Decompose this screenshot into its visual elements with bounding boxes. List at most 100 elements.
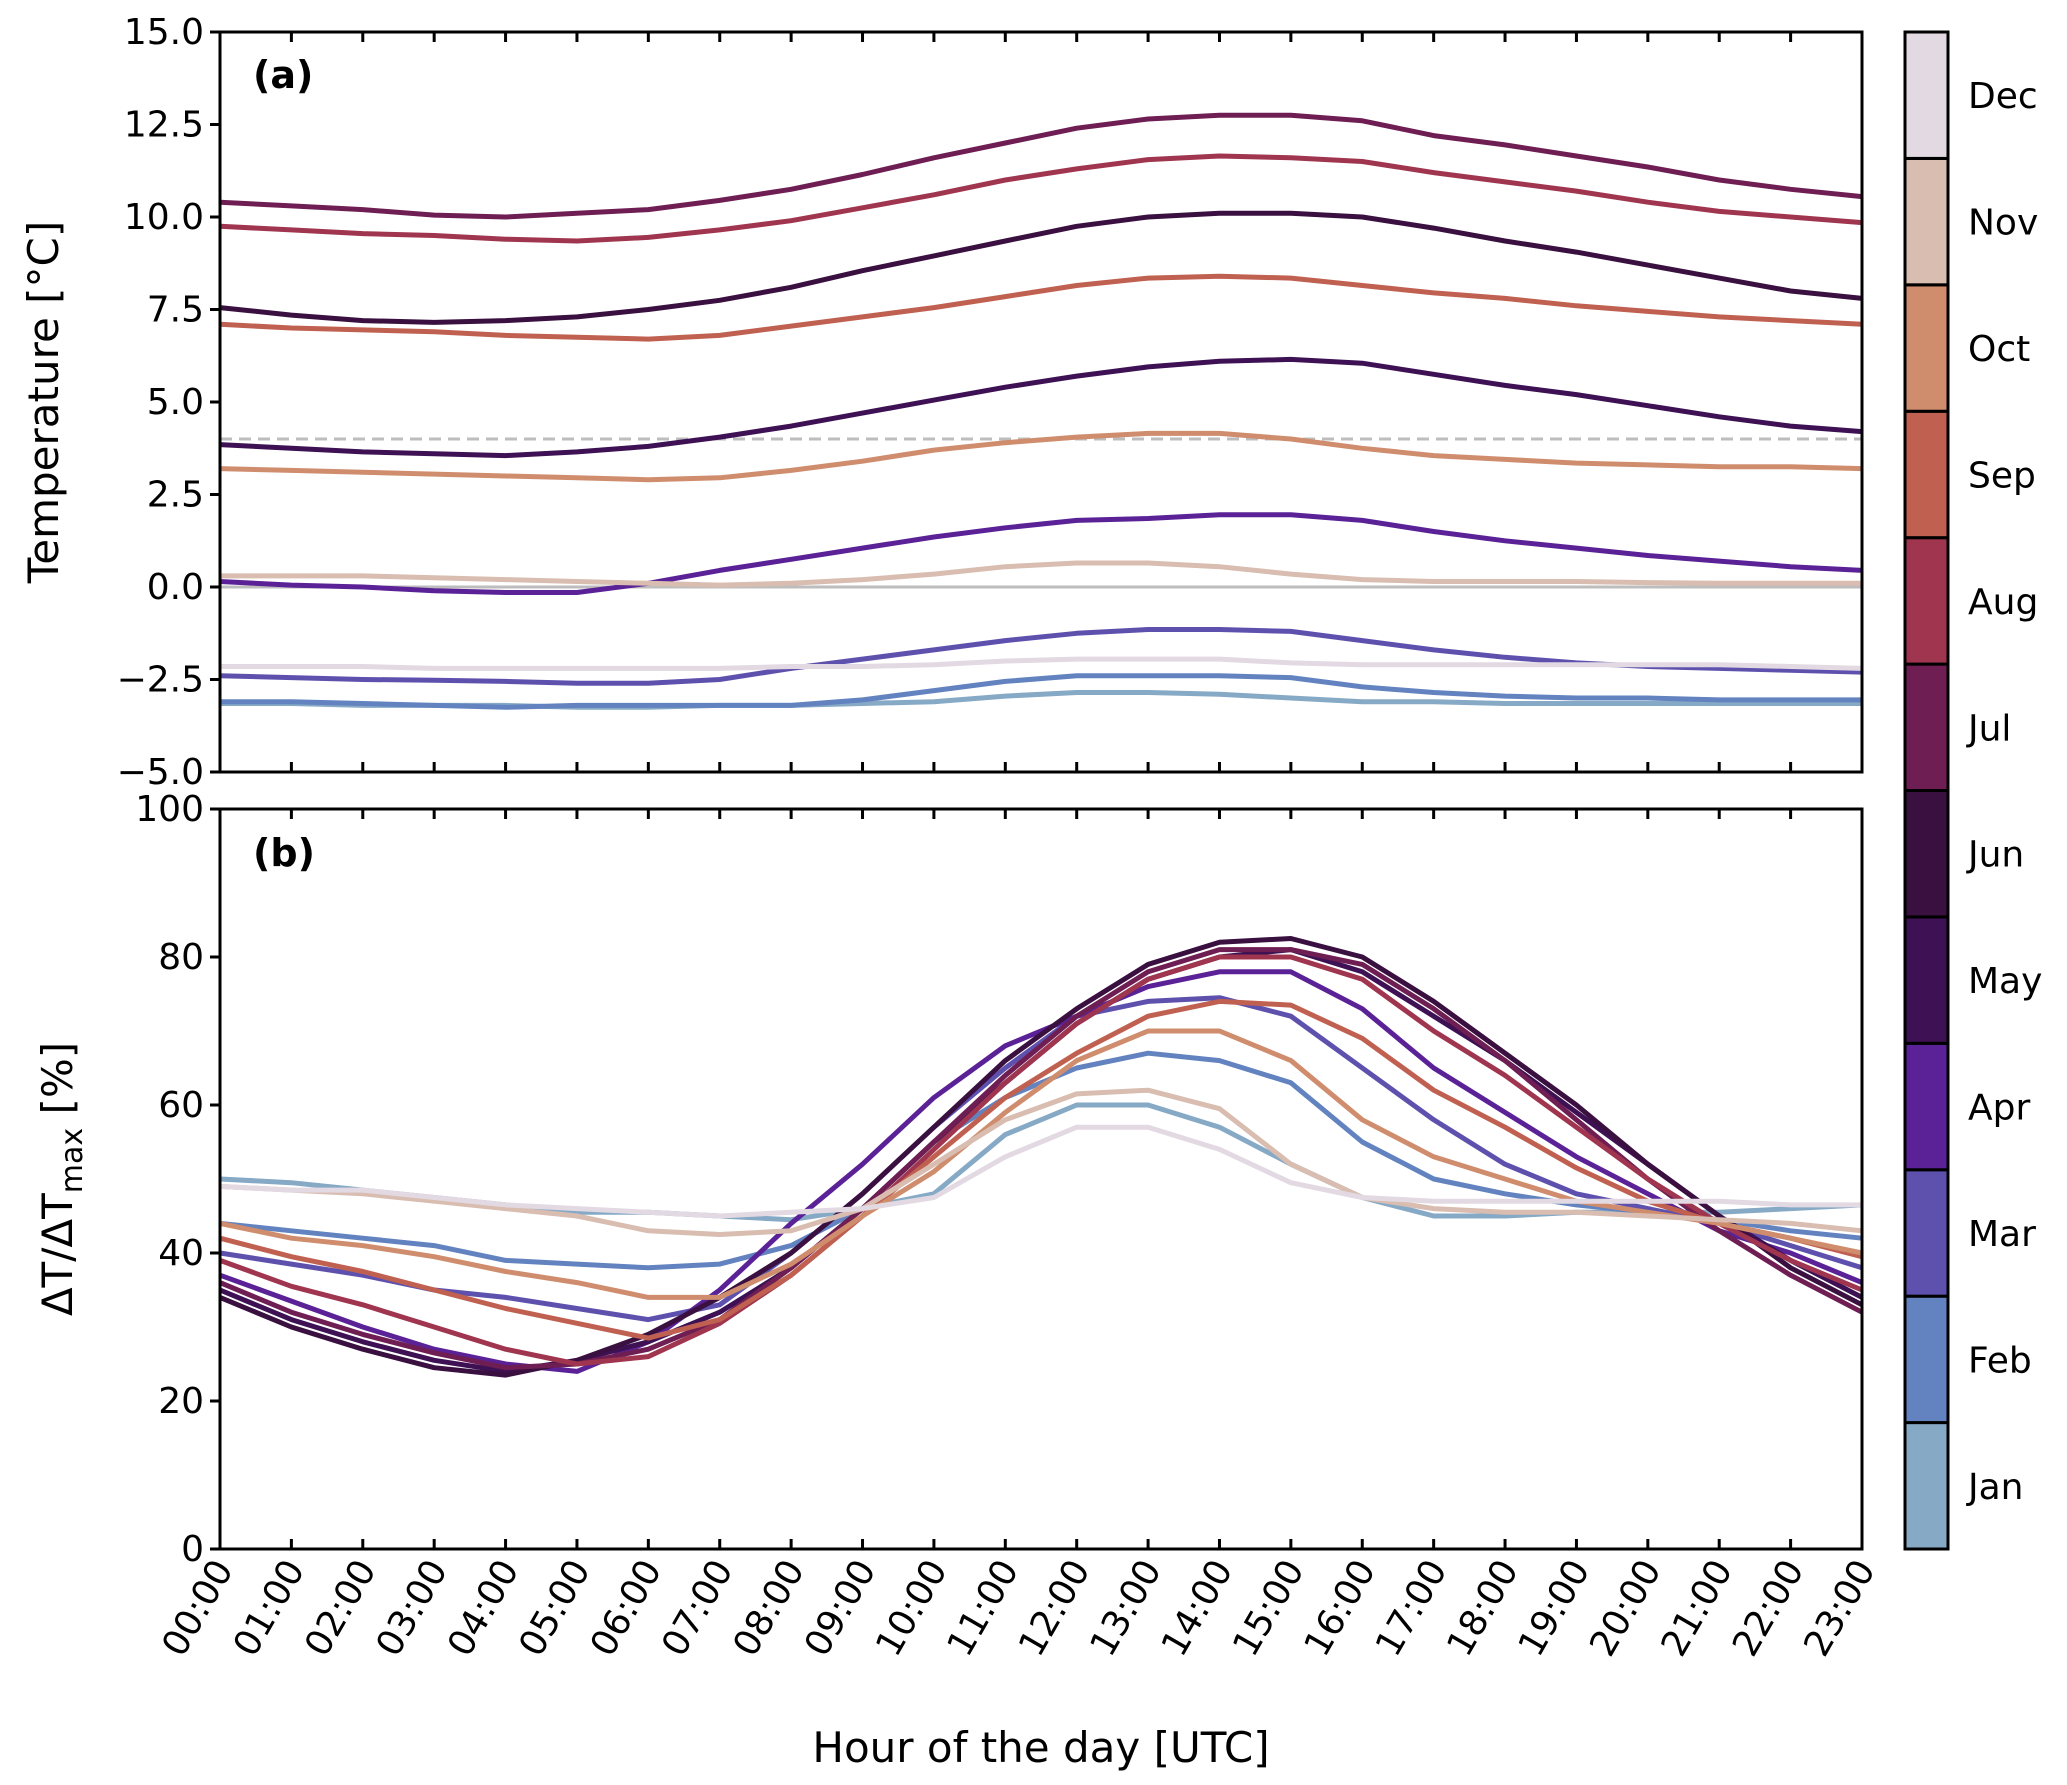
y-tick-label: 15.0 xyxy=(124,12,204,53)
series-line-dec xyxy=(219,1124,1862,1219)
colorbar-label-mar: Mar xyxy=(1968,1214,2036,1255)
series-line-jun xyxy=(219,936,1864,1378)
panel-b-frame xyxy=(218,807,1864,1551)
x-tick-label: 17:00 xyxy=(1368,1553,1455,1663)
colorbar-legend: Jan Feb Mar Apr May Jun Jul Aug Sep Oct Nov Dec xyxy=(1903,30,2042,1551)
panel-a-y-axis-title: Temperature [°C] xyxy=(19,221,68,585)
colorbar-label-nov: Nov xyxy=(1968,203,2038,244)
panel-a-label: (a) xyxy=(253,53,313,97)
colorbar-label-may: May xyxy=(1968,961,2042,1002)
y-tick-label: 2.5 xyxy=(147,475,204,516)
y-tick-label: 60 xyxy=(158,1085,204,1126)
x-tick-label: 10:00 xyxy=(868,1553,955,1663)
series-line-may xyxy=(219,356,1863,459)
series-line-nov xyxy=(220,560,1862,588)
colorbar-label-apr: Apr xyxy=(1968,1088,2030,1129)
x-tick-label: 03:00 xyxy=(369,1553,456,1663)
series-line-jul xyxy=(219,112,1863,220)
x-tick-label: 23:00 xyxy=(1796,1553,1883,1663)
series-line-apr xyxy=(219,512,1863,595)
x-tick-label: 20:00 xyxy=(1582,1553,1669,1663)
series-line-oct xyxy=(219,1028,1863,1300)
series-line-mar xyxy=(219,627,1863,686)
y-tick-label: 40 xyxy=(158,1233,204,1274)
y-tick-label: 10.0 xyxy=(124,197,204,238)
colorbar-swatch-sep xyxy=(1903,409,1950,540)
colorbar-label-jul: Jul xyxy=(1966,708,2011,749)
x-tick-label: 11:00 xyxy=(940,1553,1027,1663)
panel-b-series-lines xyxy=(219,936,1864,1378)
series-line-jul xyxy=(219,947,1864,1371)
colorbar-swatch-nov xyxy=(1903,156,1950,287)
panel-b-normalized: 0 20 40 60 80 100 00:0001:0002:0003:0004:0005… xyxy=(33,789,1884,1772)
x-tick-label: 05:00 xyxy=(511,1553,598,1663)
colorbar-label-feb: Feb xyxy=(1968,1340,2032,1381)
colorbar-swatch-mar xyxy=(1903,1168,1950,1298)
y-tick-label: 80 xyxy=(158,937,204,978)
x-tick-label: 09:00 xyxy=(797,1553,884,1663)
colorbar-swatch-may xyxy=(1903,915,1950,1045)
colorbar-swatch-jan xyxy=(1903,1421,1950,1551)
x-tick-label: 07:00 xyxy=(654,1553,741,1663)
colorbar-swatch-jun xyxy=(1903,789,1950,919)
colorbar-swatch-apr xyxy=(1903,1041,1950,1172)
panel-b-ylabel-sub: max xyxy=(55,1128,90,1193)
x-tick-label: 16:00 xyxy=(1297,1553,1384,1663)
colorbar-swatch-oct xyxy=(1903,283,1950,413)
series-line-feb xyxy=(220,673,1862,710)
colorbar-label-sep: Sep xyxy=(1968,455,2036,496)
series-line-apr xyxy=(219,969,1863,1374)
colorbar-swatch-aug xyxy=(1903,536,1950,666)
x-tick-label: 19:00 xyxy=(1511,1553,1598,1663)
series-line-nov xyxy=(219,1087,1863,1237)
panel-a-x-ticks xyxy=(218,32,1864,772)
panel-b-ylabel-suffix: [%] xyxy=(33,1042,82,1128)
y-tick-label: 12.5 xyxy=(124,105,204,146)
y-tick-label: 7.5 xyxy=(147,290,204,331)
colorbar-label-dec: Dec xyxy=(1968,76,2038,117)
series-line-jun xyxy=(219,210,1863,325)
x-tick-label: 08:00 xyxy=(726,1553,813,1663)
series-line-dec xyxy=(220,656,1863,671)
x-tick-label: 12:00 xyxy=(1011,1553,1098,1663)
series-line-oct xyxy=(219,430,1863,483)
panel-b-x-ticks: 00:0001:0002:0003:0004:0005:0006:0007:00… xyxy=(154,809,1884,1663)
x-tick-label: 06:00 xyxy=(583,1553,670,1663)
y-tick-label: 5.0 xyxy=(147,382,204,423)
colorbar-swatch-dec xyxy=(1903,30,1950,160)
colorbar-label-aug: Aug xyxy=(1968,582,2038,623)
x-tick-label: 14:00 xyxy=(1154,1553,1241,1663)
x-tick-label: 15:00 xyxy=(1225,1553,1312,1663)
panel-b-y-axis-title: ΔT/ΔTmax [%] xyxy=(33,1042,90,1316)
panel-b-label: (b) xyxy=(253,831,315,875)
panel-b-ylabel-main: ΔT/ΔT xyxy=(33,1193,82,1316)
x-tick-label: 13:00 xyxy=(1082,1553,1169,1663)
y-tick-label: 0.0 xyxy=(147,567,204,608)
colorbar-swatch-feb xyxy=(1903,1294,1950,1425)
x-tick-label: 00:00 xyxy=(154,1553,241,1663)
series-line-mar xyxy=(219,995,1863,1323)
series-line-feb xyxy=(219,1050,1863,1271)
x-tick-label: 04:00 xyxy=(440,1553,527,1663)
x-tick-label: 02:00 xyxy=(297,1553,384,1663)
series-line-sep xyxy=(219,273,1863,342)
x-tick-label: 22:00 xyxy=(1725,1553,1812,1663)
x-axis-title: Hour of the day [UTC] xyxy=(812,1723,1269,1772)
colorbar-label-oct: Oct xyxy=(1968,329,2030,370)
panel-a-temperature: −5.0 −2.5 0.0 2.5 5.0 7.5 10.0 12.5 15.0 (a) Tem… xyxy=(19,12,1864,793)
series-line-aug xyxy=(219,153,1863,244)
x-tick-label: 21:00 xyxy=(1654,1553,1741,1663)
series-line-aug xyxy=(219,954,1863,1367)
y-tick-label: −2.5 xyxy=(117,660,204,701)
panel-a-y-ticks: −5.0 −2.5 0.0 2.5 5.0 7.5 10.0 12.5 15.0 xyxy=(117,12,220,793)
panel-b-y-ticks: 0 20 40 60 80 100 xyxy=(135,789,220,1570)
x-tick-label: 18:00 xyxy=(1439,1553,1526,1663)
colorbar-swatch-jul xyxy=(1903,662,1950,792)
y-tick-label: 20 xyxy=(158,1381,204,1422)
colorbar-label-jan: Jan xyxy=(1966,1467,2024,1508)
y-tick-label: −5.0 xyxy=(117,752,204,793)
y-tick-label: 100 xyxy=(135,789,204,830)
series-line-sep xyxy=(219,998,1863,1341)
y-tick-label: 0 xyxy=(181,1529,204,1570)
